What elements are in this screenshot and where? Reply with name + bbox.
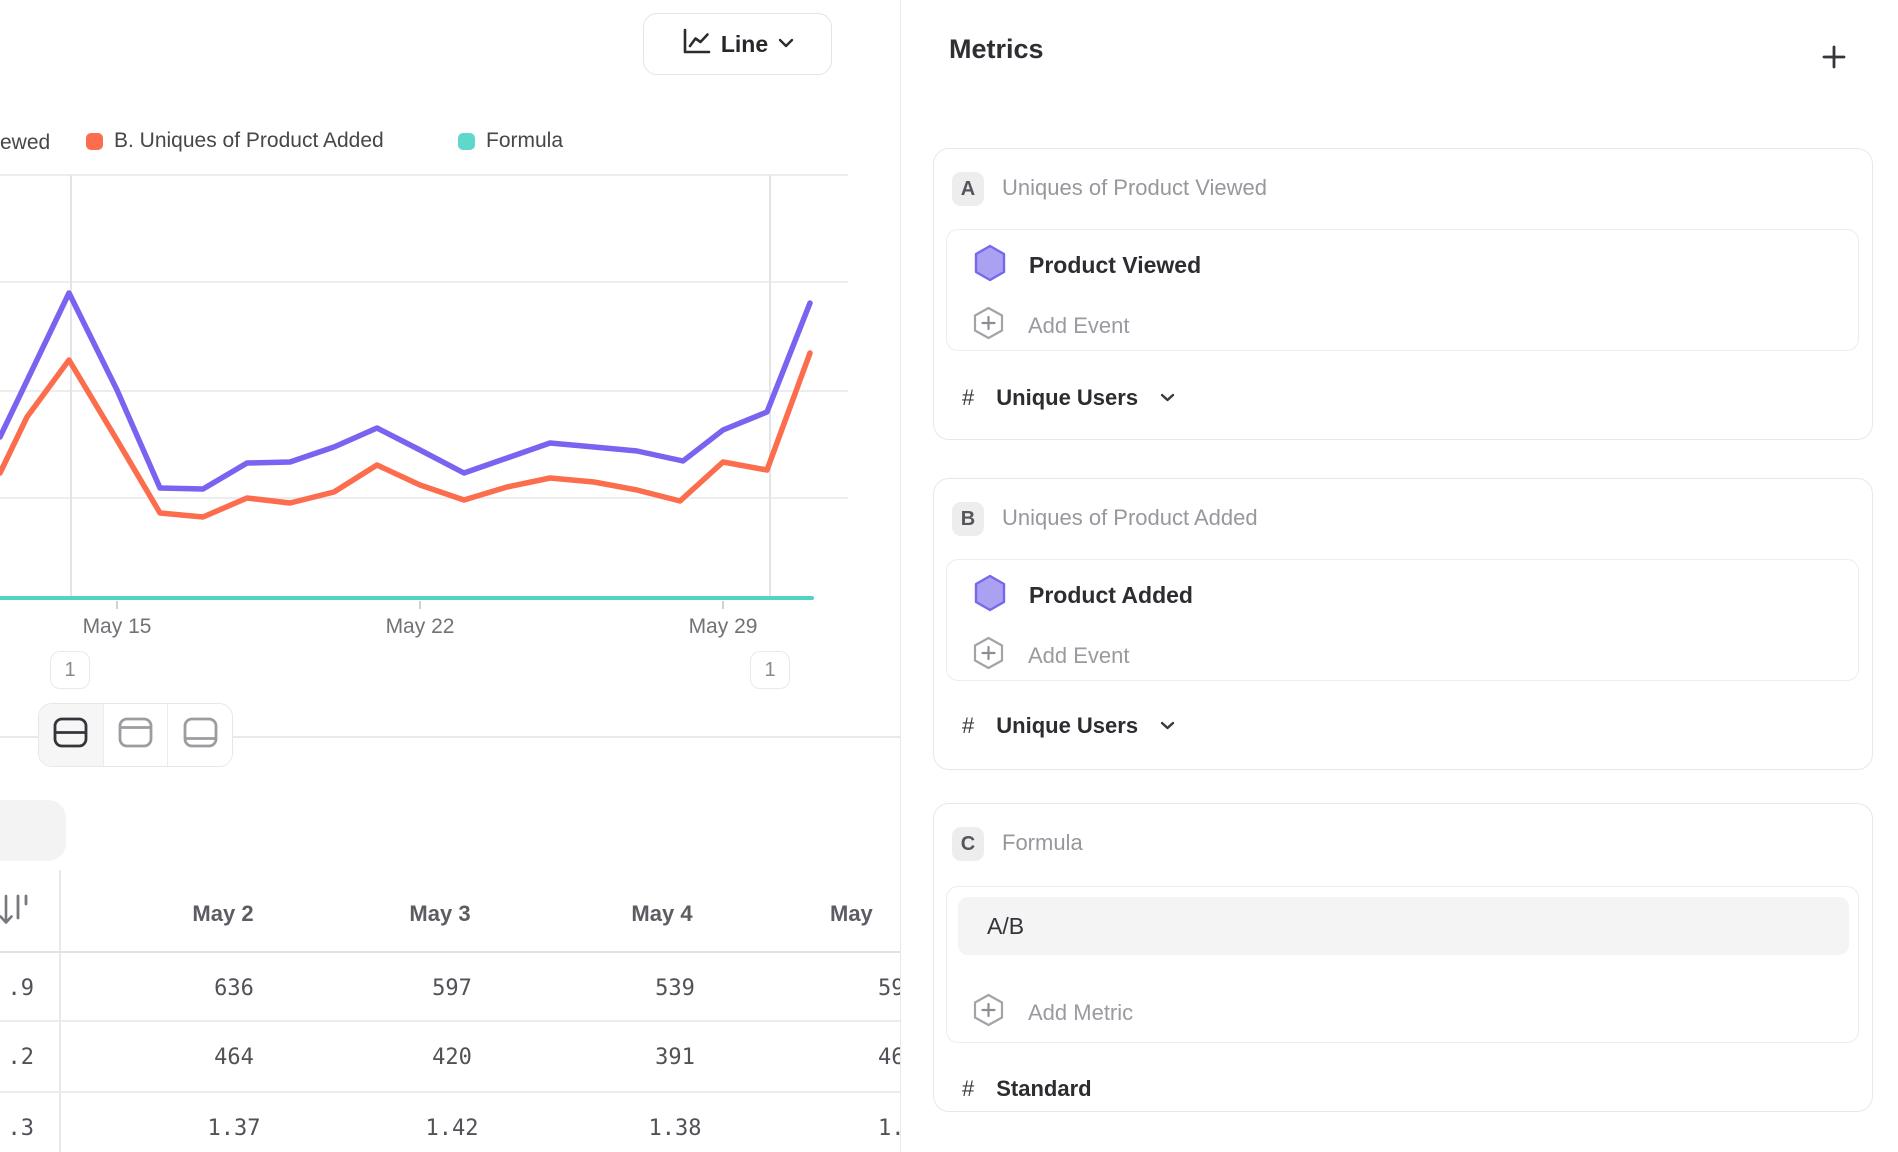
row-label-fragment: .9 xyxy=(7,976,35,1001)
measure-label: Standard xyxy=(996,1076,1092,1101)
add-event-label: Add Event xyxy=(1028,312,1130,338)
metric-badge: A xyxy=(952,172,984,206)
metric-card-b: B Uniques of Product Added Product Added xyxy=(933,478,1873,770)
table-only-icon xyxy=(182,716,219,754)
table-cell[interactable]: 539 xyxy=(655,976,695,1001)
table-header-cell[interactable]: May 4 xyxy=(631,901,693,926)
column-divider xyxy=(59,870,61,1152)
layout-chart-only-button[interactable] xyxy=(102,704,168,766)
table-header-cell[interactable]: May 2 xyxy=(192,901,254,926)
hash-icon: # xyxy=(962,385,975,410)
table-header-cell[interactable]: May xyxy=(830,901,873,926)
hash-icon: # xyxy=(962,713,975,738)
table-border xyxy=(0,1020,900,1022)
table-cell[interactable]: 46 xyxy=(878,1045,900,1070)
metric-card-title: Uniques of Product Added xyxy=(1002,505,1258,530)
plus-icon xyxy=(1821,44,1847,75)
legend-swatch-orange xyxy=(86,132,103,150)
table-cell[interactable]: 391 xyxy=(655,1045,695,1070)
metrics-panel: Metrics A Uniques of Product Viewed Prod… xyxy=(900,0,1898,1152)
metric-card-title: Formula xyxy=(1002,830,1083,855)
table-cell[interactable]: 464 xyxy=(214,1045,254,1070)
chevron-down-icon xyxy=(1160,389,1175,407)
metric-badge: C xyxy=(952,827,984,861)
sort-descending-icon[interactable] xyxy=(0,892,30,935)
legend-swatch-teal xyxy=(458,132,475,150)
table-cell[interactable]: 1.42 xyxy=(425,1116,479,1141)
x-axis-label: May 15 xyxy=(82,615,152,638)
chevron-down-icon xyxy=(778,35,794,53)
legend-item-formula[interactable]: Formula xyxy=(458,129,563,153)
formula-box: A/B Add Metric xyxy=(946,886,1859,1043)
measure-selector[interactable]: # Unique Users xyxy=(962,713,1175,739)
chart-type-label: Line xyxy=(720,30,769,57)
formula-input[interactable]: A/B xyxy=(958,897,1849,955)
layout-split-view-button[interactable] xyxy=(39,704,103,766)
measure-selector[interactable]: # Unique Users xyxy=(962,385,1175,411)
metric-badge: B xyxy=(952,502,984,536)
metric-card-a: A Uniques of Product Viewed Product View… xyxy=(933,148,1873,440)
legend-item-b[interactable]: B. Uniques of Product Added xyxy=(86,129,384,153)
line-chart-icon xyxy=(681,28,711,61)
chevron-down-icon xyxy=(1160,717,1175,735)
split-view-icon xyxy=(52,716,89,754)
hexagon-plus-icon xyxy=(973,993,1004,1032)
table-header-cell[interactable]: May 3 xyxy=(409,901,471,926)
line-chart[interactable] xyxy=(0,0,870,625)
table-header-pill-cut[interactable] xyxy=(0,800,66,861)
table-cell[interactable]: 1.2 xyxy=(878,1116,900,1141)
hash-icon: # xyxy=(962,1076,975,1101)
layout-toggle-group xyxy=(38,703,233,767)
chart-type-button[interactable]: Line xyxy=(643,13,832,75)
hexagon-plus-icon xyxy=(973,636,1004,675)
add-metric-button[interactable]: Add Metric xyxy=(973,993,1133,1032)
add-event-label: Add Event xyxy=(1028,642,1130,668)
table-cell[interactable]: 59 xyxy=(878,976,900,1001)
legend-label: B. Uniques of Product Added xyxy=(114,129,384,152)
metric-card-title: Uniques of Product Viewed xyxy=(1002,175,1267,200)
annotation-badge[interactable]: 1 xyxy=(50,651,90,689)
table-cell[interactable]: 420 xyxy=(432,1045,472,1070)
event-name: Product Added xyxy=(1029,582,1193,608)
chart-panel: Line ewed B. Uniques of Product Added Fo… xyxy=(0,0,900,1152)
row-label-fragment: .3 xyxy=(7,1116,35,1141)
event-hexagon-icon xyxy=(973,574,1007,617)
event-item[interactable]: Product Added xyxy=(973,574,1193,617)
legend-label: Formula xyxy=(486,129,564,152)
event-name: Product Viewed xyxy=(1029,252,1202,278)
x-axis-label: May 29 xyxy=(688,615,758,638)
table-cell[interactable]: 597 xyxy=(432,976,472,1001)
table-cell[interactable]: 1.38 xyxy=(648,1116,702,1141)
event-item[interactable]: Product Viewed xyxy=(973,244,1201,287)
event-box: Product Viewed Add Event xyxy=(946,229,1859,351)
measure-label: Unique Users xyxy=(996,713,1139,738)
event-hexagon-icon xyxy=(973,244,1007,287)
metric-card-c: C Formula A/B Add Metric # Standard xyxy=(933,803,1873,1112)
metrics-panel-title: Metrics xyxy=(949,34,1044,64)
table-border xyxy=(0,1091,900,1093)
row-label-fragment: .2 xyxy=(7,1045,35,1070)
add-event-button[interactable]: Add Event xyxy=(973,636,1130,675)
x-axis-label: May 22 xyxy=(385,615,455,638)
layout-table-only-button[interactable] xyxy=(167,704,232,766)
divider xyxy=(0,736,900,738)
table-cell[interactable]: 636 xyxy=(214,976,254,1001)
add-metric-plus-button[interactable] xyxy=(1811,36,1857,82)
table-border xyxy=(0,951,900,953)
chart-only-icon xyxy=(117,716,154,754)
measure-selector[interactable]: # Standard xyxy=(962,1076,1092,1102)
annotation-badge[interactable]: 1 xyxy=(750,651,790,689)
table-cell[interactable]: 1.37 xyxy=(207,1116,261,1141)
hexagon-plus-icon xyxy=(973,306,1004,345)
legend-item-a-cut[interactable]: ewed xyxy=(0,131,51,154)
add-event-button[interactable]: Add Event xyxy=(973,306,1130,345)
add-metric-label: Add Metric xyxy=(1028,999,1134,1025)
measure-label: Unique Users xyxy=(996,385,1139,410)
event-box: Product Added Add Event xyxy=(946,559,1859,681)
